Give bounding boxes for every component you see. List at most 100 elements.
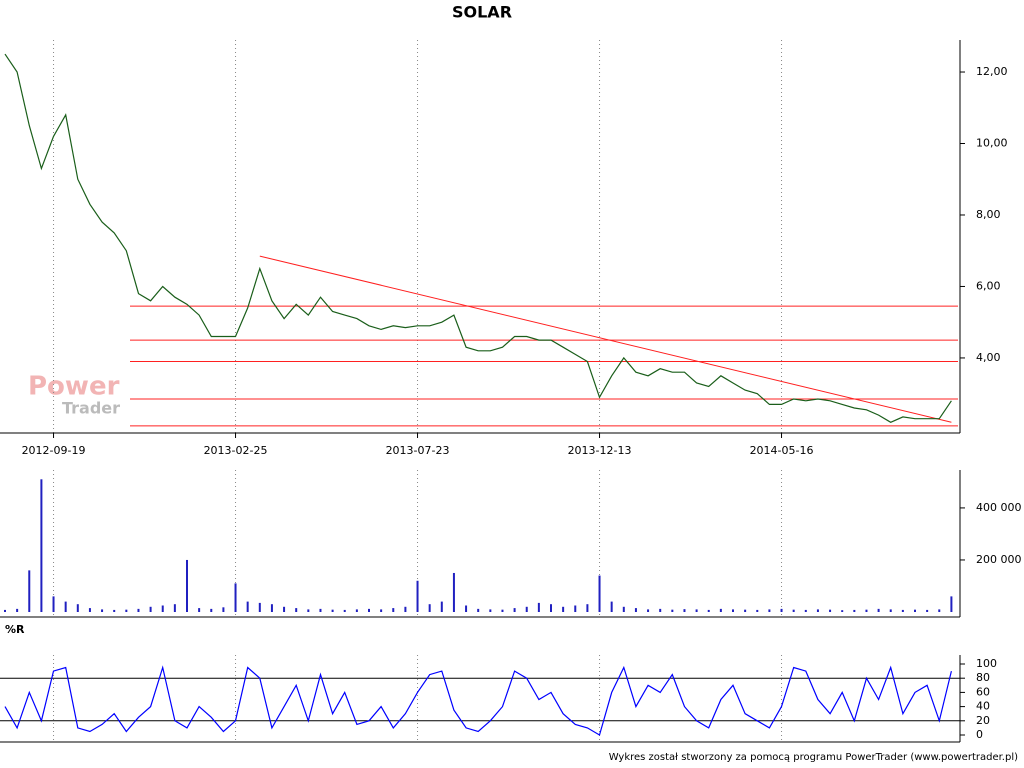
y-tick-label: 40 bbox=[976, 700, 990, 713]
volume-bar bbox=[853, 609, 856, 612]
volume-bar bbox=[768, 609, 771, 612]
y-tick-label: 12,00 bbox=[976, 65, 1008, 78]
x-tick-label: 2012-09-19 bbox=[22, 444, 86, 457]
volume-bar bbox=[16, 608, 19, 612]
x-tick-label: 2013-07-23 bbox=[386, 444, 450, 457]
volume-bar bbox=[695, 609, 698, 612]
volume-bar bbox=[550, 604, 552, 612]
volume-bar bbox=[283, 606, 286, 612]
volume-bar bbox=[683, 609, 686, 612]
volume-bar bbox=[598, 575, 601, 612]
trend-line bbox=[259, 255, 952, 423]
y-tick-label: 6,00 bbox=[976, 279, 1001, 292]
volume-bar bbox=[258, 602, 261, 612]
y-tick-label: 20 bbox=[976, 714, 990, 727]
volume-bar bbox=[4, 609, 6, 612]
volume-bar bbox=[270, 604, 273, 612]
volume-bar bbox=[307, 609, 310, 612]
panel-title: %R bbox=[5, 623, 25, 636]
volume-bar bbox=[234, 583, 237, 612]
volume-bar bbox=[125, 609, 128, 612]
volume-bar bbox=[161, 605, 164, 612]
volume-bar bbox=[804, 609, 807, 612]
volume-bar bbox=[829, 609, 832, 612]
volume-bar bbox=[841, 610, 844, 612]
volume-bar bbox=[210, 608, 213, 612]
y-tick-label: 200 000 bbox=[976, 553, 1022, 566]
volume-bar bbox=[380, 609, 383, 612]
volume-bar bbox=[355, 609, 358, 612]
volume-bar bbox=[914, 609, 916, 612]
y-tick-label: 100 bbox=[976, 657, 997, 670]
volume-bar bbox=[792, 609, 795, 612]
volume-bar bbox=[88, 608, 91, 612]
volume-bar bbox=[222, 607, 225, 612]
volume-bar bbox=[64, 601, 67, 612]
watermark: Trader bbox=[62, 399, 120, 418]
volume-bar bbox=[756, 609, 759, 612]
volume-bar bbox=[343, 609, 346, 612]
volume-bar bbox=[440, 601, 443, 612]
volume-bar bbox=[513, 608, 516, 612]
x-tick-label: 2013-02-25 bbox=[204, 444, 268, 457]
volume-bar bbox=[744, 609, 747, 612]
volume-bar bbox=[465, 605, 468, 612]
y-tick-label: 400 000 bbox=[976, 501, 1022, 514]
chart-title: SOLAR bbox=[452, 3, 512, 22]
volume-bar bbox=[501, 609, 504, 612]
volume-bar bbox=[368, 608, 370, 612]
data-line bbox=[4, 665, 952, 736]
x-tick-label: 2013-12-13 bbox=[568, 444, 632, 457]
volume-bar bbox=[562, 606, 565, 612]
volume-bar bbox=[416, 580, 419, 612]
volume-bar bbox=[477, 608, 480, 612]
volume-bar bbox=[780, 608, 783, 612]
y-tick-label: 0 bbox=[976, 728, 983, 741]
volume-bar bbox=[732, 609, 734, 612]
volume-bar bbox=[950, 596, 953, 612]
volume-bar bbox=[173, 604, 176, 612]
volume-bar bbox=[816, 609, 819, 612]
volume-bar bbox=[198, 608, 201, 612]
volume-bar bbox=[707, 609, 710, 612]
volume-bar bbox=[137, 608, 140, 612]
volume-bar bbox=[938, 609, 941, 612]
volume-bar bbox=[574, 605, 577, 612]
volume-bar bbox=[889, 609, 892, 612]
volume-bar bbox=[392, 608, 395, 612]
y-tick-label: 60 bbox=[976, 685, 990, 698]
volume-bar bbox=[113, 609, 116, 612]
volume-bar bbox=[28, 570, 31, 612]
volume-bar bbox=[428, 604, 431, 612]
y-tick-label: 10,00 bbox=[976, 137, 1008, 150]
volume-bar bbox=[489, 609, 492, 612]
volume-bar bbox=[647, 609, 650, 612]
volume-bar bbox=[76, 604, 79, 612]
volume-bar bbox=[865, 609, 868, 612]
volume-bar bbox=[295, 608, 298, 612]
volume-bar bbox=[634, 608, 637, 612]
data-line bbox=[4, 53, 952, 423]
volume-bar bbox=[331, 609, 334, 612]
footer: Wykres został stworzony za pomocą progra… bbox=[609, 752, 1018, 763]
volume-bar bbox=[877, 608, 880, 612]
volume-bar bbox=[404, 606, 407, 612]
volume-bar bbox=[671, 609, 674, 612]
volume-bar bbox=[52, 596, 55, 612]
y-tick-label: 80 bbox=[976, 671, 990, 684]
volume-bar bbox=[149, 606, 152, 612]
volume-bar bbox=[40, 479, 43, 612]
volume-bar bbox=[246, 601, 249, 612]
volume-bar bbox=[101, 609, 104, 612]
volume-bar bbox=[452, 572, 455, 612]
volume-bar bbox=[537, 602, 540, 612]
volume-bar bbox=[926, 609, 929, 612]
volume-bar bbox=[659, 608, 662, 612]
volume-bar bbox=[586, 604, 589, 612]
volume-bar bbox=[622, 606, 625, 612]
y-tick-label: 4,00 bbox=[976, 351, 1001, 364]
y-tick-label: 8,00 bbox=[976, 208, 1001, 221]
volume-bar bbox=[525, 606, 528, 612]
